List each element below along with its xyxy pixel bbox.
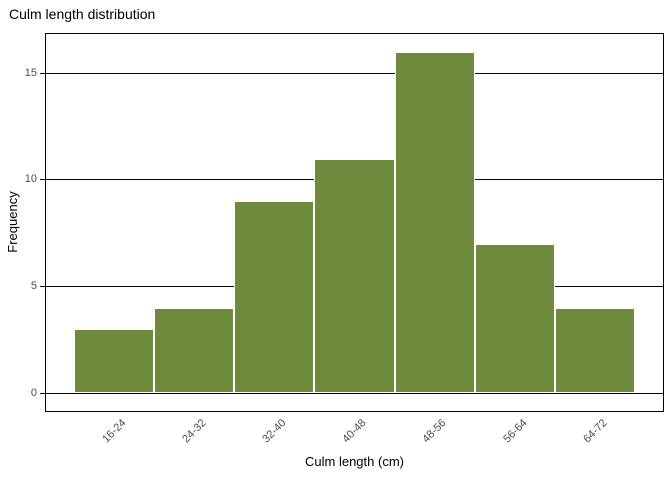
histogram-bar-24-32 (154, 307, 235, 394)
histogram-bar-32-40 (234, 201, 315, 394)
x-tick-label-16-24: 16-24 (100, 417, 129, 446)
y-axis-title: Frequency (5, 191, 20, 253)
y-axis-tick-0 (40, 392, 45, 394)
histogram-bar-48-56 (394, 51, 475, 394)
x-axis-title: Culm length (cm) (305, 454, 404, 469)
histogram-bar-56-64 (474, 243, 555, 394)
histogram-bar-40-48 (314, 158, 395, 394)
x-tick-label-24-32: 24-32 (180, 417, 209, 446)
y-axis-tick-15 (40, 72, 45, 74)
y-tick-label-0: 0 (30, 386, 37, 399)
histogram-bar-64-72 (554, 307, 635, 394)
x-tick-label-32-40: 32-40 (260, 417, 289, 446)
y-axis-tick-5 (40, 285, 45, 287)
x-tick-label-64-72: 64-72 (580, 417, 610, 446)
y-axis-tick-10 (40, 179, 45, 181)
x-tick-label-56-64: 56-64 (500, 417, 530, 446)
gridline-y-0 (46, 392, 663, 394)
chart-title: Culm length distribution (9, 6, 156, 22)
plot-panel (45, 33, 664, 412)
histogram-bar-16-24 (74, 329, 155, 394)
y-tick-label-10: 10 (24, 173, 37, 186)
gridline-y-15 (46, 72, 663, 74)
y-tick-label-15: 15 (24, 66, 37, 79)
x-tick-label-48-56: 48-56 (420, 417, 450, 446)
y-tick-label-5: 5 (30, 279, 37, 292)
x-tick-label-40-48: 40-48 (340, 417, 369, 446)
